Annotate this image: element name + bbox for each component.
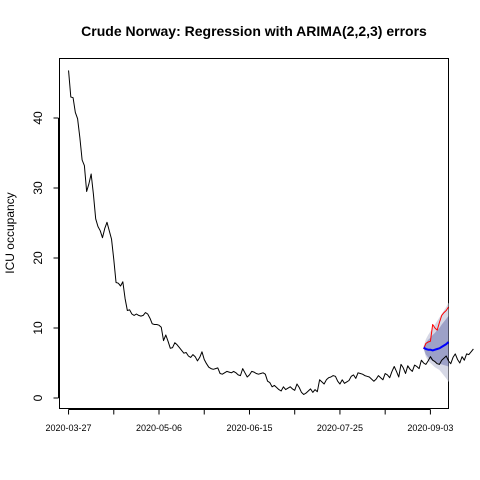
series-line-observed [68, 70, 474, 395]
axes: 2020-03-27 2020-05-06 2020-06-15 2020-07-25… [31, 111, 453, 433]
y-tick-label: 40 [31, 111, 45, 125]
series-line-actual [423, 306, 449, 350]
x-tick-label: 2020-06-15 [226, 423, 272, 433]
x-tick-label: 2020-05-06 [136, 423, 182, 433]
forecast-intervals [423, 302, 449, 382]
y-axis-label: ICU occupancy [3, 192, 17, 273]
y-tick-label: 0 [31, 394, 45, 401]
x-tick-label: 2020-07-25 [317, 423, 363, 433]
series-lines [68, 70, 474, 395]
y-tick-label: 10 [31, 321, 45, 335]
series-line-forecast [423, 341, 450, 352]
y-tick-label: 30 [31, 181, 45, 195]
y-tick-label: 20 [31, 251, 45, 265]
chart-title: Crude Norway: Regression with ARIMA(2,2,… [81, 23, 427, 39]
plot-frame [59, 58, 449, 409]
x-tick-label: 2020-09-03 [407, 423, 453, 433]
x-tick-label: 2020-03-27 [46, 423, 92, 433]
band-80 [423, 316, 449, 367]
